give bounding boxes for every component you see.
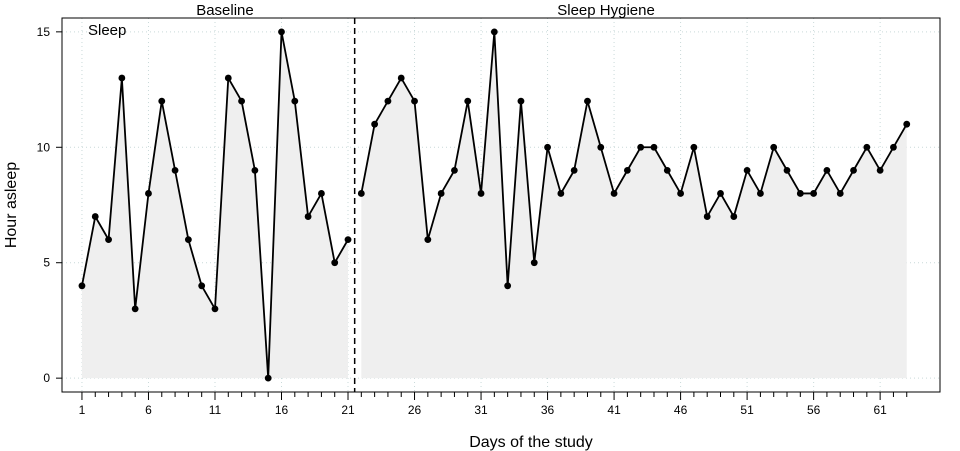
y-axis-title: Hour asleep <box>3 162 20 248</box>
data-point <box>650 143 658 151</box>
data-point <box>304 213 312 220</box>
data-point <box>623 166 631 174</box>
data-points <box>78 28 911 382</box>
data-point <box>557 190 565 197</box>
data-point <box>810 190 818 197</box>
data-point <box>743 166 751 174</box>
data-point <box>145 190 152 197</box>
data-point <box>757 190 764 197</box>
data-point <box>344 236 352 244</box>
data-point <box>184 236 192 244</box>
data-point <box>384 97 392 105</box>
data-point <box>796 190 804 197</box>
data-point <box>783 166 791 174</box>
x-tick-label: 36 <box>541 403 555 417</box>
data-point <box>451 166 458 174</box>
data-point <box>517 97 525 105</box>
x-tick-label: 31 <box>474 403 488 417</box>
data-point <box>238 97 245 105</box>
data-point <box>890 143 897 151</box>
area-series-1 <box>361 31 907 379</box>
data-point <box>158 97 166 105</box>
area-series-0 <box>81 31 349 379</box>
data-point <box>903 120 911 128</box>
x-tick-label: 11 <box>209 403 222 417</box>
data-point <box>78 282 86 290</box>
data-point <box>105 236 112 244</box>
x-tick-label: 6 <box>145 403 152 417</box>
y-tick-label: 15 <box>37 25 51 39</box>
data-point <box>717 190 724 197</box>
data-point <box>836 190 844 197</box>
plot-frame <box>61 17 941 393</box>
data-point <box>397 74 405 82</box>
line-series-1 <box>360 31 908 286</box>
data-point <box>357 190 365 197</box>
x-tick-label: 1 <box>79 403 86 417</box>
data-point <box>318 190 325 197</box>
x-tick-label: 56 <box>807 403 821 417</box>
data-point <box>703 213 711 220</box>
data-point <box>690 143 698 151</box>
x-tick-label: 51 <box>740 403 754 417</box>
data-point <box>584 97 591 105</box>
data-point <box>464 97 472 105</box>
data-point <box>570 166 578 174</box>
data-point <box>251 166 259 174</box>
data-point <box>504 282 512 290</box>
data-point <box>371 120 379 128</box>
data-point <box>437 190 445 197</box>
axes <box>56 31 908 400</box>
data-point <box>211 305 219 313</box>
data-point <box>637 143 645 151</box>
data-point <box>118 74 126 82</box>
x-tick-label: 46 <box>674 403 688 417</box>
data-point <box>597 143 605 151</box>
phase-label-sleep-hygiene: Sleep Hygiene <box>557 2 655 19</box>
data-point <box>198 282 206 290</box>
data-point <box>544 143 551 151</box>
data-point <box>876 166 884 174</box>
data-point <box>411 97 418 105</box>
data-point <box>424 236 432 244</box>
phase-label-baseline: Baseline <box>196 2 254 19</box>
data-point <box>823 166 831 174</box>
area-fill <box>81 31 907 379</box>
data-point <box>477 190 485 197</box>
data-point <box>331 259 339 267</box>
x-tick-label: 41 <box>607 403 621 417</box>
data-point <box>530 259 538 267</box>
y-tick-label: 0 <box>43 371 50 385</box>
data-point <box>677 190 684 197</box>
x-tick-label: 21 <box>341 403 355 417</box>
x-tick-label: 16 <box>275 403 289 417</box>
data-point <box>291 97 299 105</box>
data-point <box>278 28 285 36</box>
data-point <box>663 166 671 174</box>
x-tick-label: 61 <box>873 403 887 417</box>
data-point <box>850 166 857 174</box>
data-point <box>730 213 738 220</box>
data-point <box>224 74 232 82</box>
data-point <box>264 374 272 382</box>
data-point <box>610 190 618 197</box>
data-point <box>490 28 498 36</box>
data-point <box>131 305 139 313</box>
data-point <box>770 143 778 151</box>
data-point <box>171 166 179 174</box>
data-point <box>863 143 871 151</box>
panel-label: Sleep <box>88 22 126 39</box>
x-axis-title: Days of the study <box>469 434 593 451</box>
data-point <box>91 213 99 220</box>
y-tick-label: 5 <box>43 256 50 270</box>
x-tick-label: 26 <box>408 403 422 417</box>
y-tick-label: 10 <box>37 140 51 154</box>
